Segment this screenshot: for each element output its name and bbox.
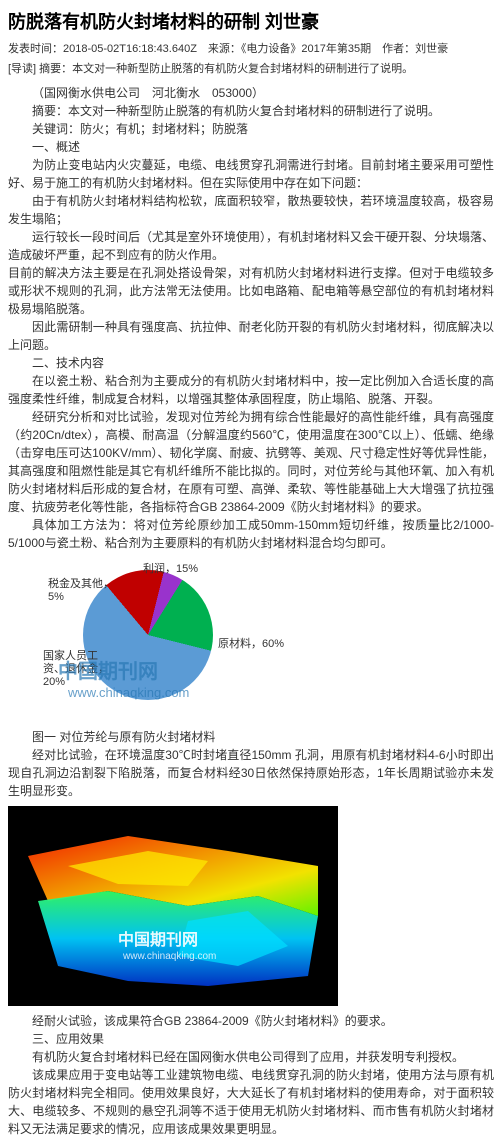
pie-caption: 图一 对位芳纶与原有防火封堵材料 xyxy=(8,728,494,746)
pie-chart: 原材料，60%利润，15%国家人员工资、退休金，20%税金及其他，5% 中国期刊… xyxy=(48,560,248,720)
section-2: 二、技术内容 xyxy=(8,354,494,372)
page-title: 防脱落有机防火封堵材料的研制 刘世豪 xyxy=(8,8,494,34)
para-2d: 经对比试验，在环境温度30℃时封堵直径150mm 孔洞，用原有机封堵材料4-6小… xyxy=(8,746,494,800)
para-1c: 运行较长一段时间后（尤其是室外环境使用），有机封堵材料又会干硬开裂、分块塌落、造… xyxy=(8,228,494,264)
keywords: 关键词：防火；有机；封堵材料；防脱落 xyxy=(8,120,494,138)
pie-label: 税金及其他，5% xyxy=(48,578,123,604)
pie-label: 国家人员工资、退休金，20% xyxy=(43,650,118,690)
para-1a: 为防止变电站内火灾蔓延，电缆、电线贯穿孔洞需进行封堵。目前封堵主要采用可塑性好、… xyxy=(8,156,494,192)
para-3a: 有机防火复合封堵材料已经在国网衡水供电公司得到了应用，并获发明专利授权。 xyxy=(8,1048,494,1066)
section-1: 一、概述 xyxy=(8,138,494,156)
abstract-full: 摘要：本文对一种新型防止脱落的有机防火复合封堵材料的研制进行了说明。 xyxy=(8,102,494,120)
lead-abstract: [导读] 摘要：本文对一种新型防止脱落的有机防火复合封堵材料的研制进行了说明。 xyxy=(8,60,494,76)
meta-line: 发表时间：2018-05-02T16:18:43.640Z 来源：《电力设备》2… xyxy=(8,40,494,56)
para-2a: 在以瓷土粉、粘合剂为主要成分的有机防火封堵材料中，按一定比例加入合适长度的高强度… xyxy=(8,372,494,408)
para-1d: 目前的解决方法主要是在孔洞处搭设骨架，对有机防火封堵材料进行支撑。但对于电缆较多… xyxy=(8,264,494,318)
affiliation: （国网衡水供电公司 河北衡水 053000） xyxy=(8,84,494,102)
para-2b: 经研究分析和对比试验，发现对位芳纶为拥有综合性能最好的高性能纤维，具有高强度（约… xyxy=(8,408,494,516)
para-1b: 由于有机防火封堵材料结构松软，底面积较窄，散热要较快，若环境温度较高，极容易发生… xyxy=(8,192,494,228)
para-2c: 具体加工方法为：将对位芳纶原纱加工成50mm-150mm短切纤维，按质量比2/1… xyxy=(8,516,494,552)
section-3: 三、应用效果 xyxy=(8,1030,494,1048)
pie-label: 利润，15% xyxy=(143,560,198,576)
para-2e: 经耐火试验，该成果符合GB 23864-2009《防火封堵材料》的要求。 xyxy=(8,1012,494,1030)
heatmap-svg xyxy=(8,806,338,1006)
para-3b: 该成果应用于变电站等工业建筑物电缆、电线贯穿孔洞的防火封堵，使用方法与原有机防火… xyxy=(8,1066,494,1138)
para-1e: 因此需研制一种具有强度高、抗拉伸、耐老化防开裂的有机防火封堵材料，彻底解决以上问… xyxy=(8,318,494,354)
heatmap-image: 中国期刊网 www.chinaqking.com xyxy=(8,806,338,1006)
pie-chart-block: 原材料，60%利润，15%国家人员工资、退休金，20%税金及其他，5% 中国期刊… xyxy=(8,560,494,720)
